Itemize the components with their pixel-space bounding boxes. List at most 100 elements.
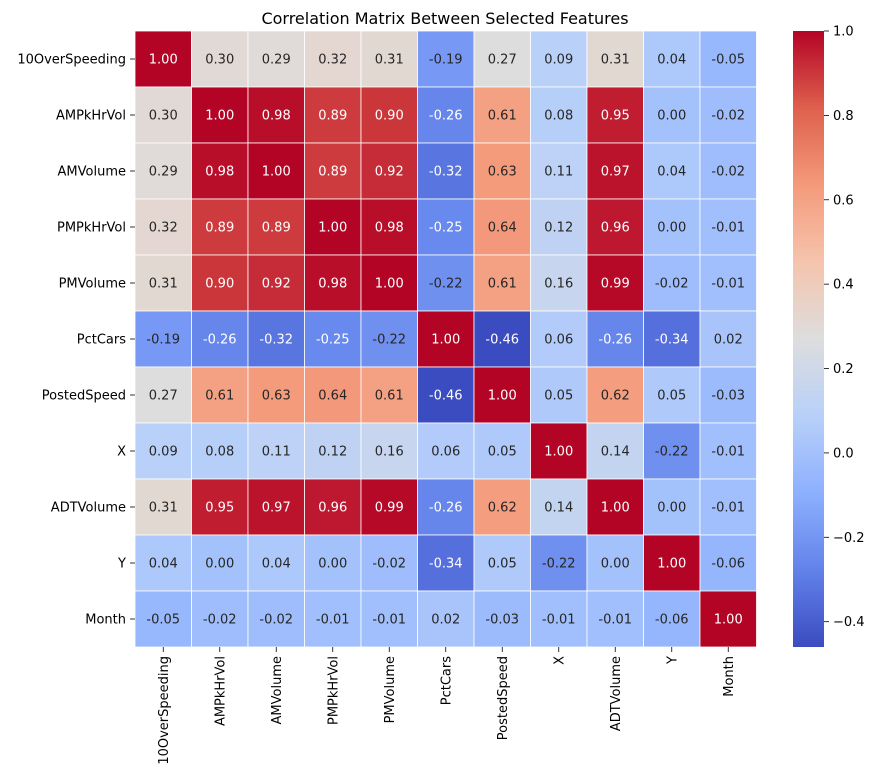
cell-value-label: -0.05 [711, 53, 745, 68]
cell-Month-ADTVolume [586, 590, 644, 648]
cell-ADTVolume-PctCars [417, 478, 475, 536]
cell-PctCars-10OverSpeeding [134, 310, 192, 368]
cell-value-label: 1.00 [205, 109, 234, 124]
cell-value-label: 1.00 [375, 277, 404, 292]
cell-Y-PctCars [417, 534, 475, 592]
cell-value-label: 0.63 [262, 389, 291, 404]
cell-value-label: 0.95 [205, 501, 234, 516]
cell-value-label: -0.02 [711, 165, 745, 180]
cell-X-X [530, 422, 588, 480]
colorbar-tick-label: 0.6 [833, 193, 854, 208]
cell-Month-PMVolume [360, 590, 418, 648]
cell-value-label: 0.04 [149, 557, 178, 572]
cell-X-Month [699, 422, 757, 480]
cell-value-label: 0.09 [149, 445, 178, 460]
cell-PostedSpeed-ADTVolume [586, 366, 644, 424]
cell-PostedSpeed-PostedSpeed [473, 366, 531, 424]
y-tick-labels: 10OverSpeeding AMPkHrVol AMVolume PMPkHrVol… [17, 53, 135, 628]
colorbar-ticks: −0.4 −0.2 0.0 0.2 0.4 0.6 0.8 1.0 [824, 25, 865, 630]
cell-AMVolume-PostedSpeed [473, 142, 531, 200]
cell-value-label: 0.95 [601, 109, 630, 124]
cell-AMVolume-PctCars [417, 142, 475, 200]
cell-value-label: 0.00 [657, 221, 686, 236]
colorbar-gradient [793, 31, 824, 647]
cell-PostedSpeed-AMVolume [247, 366, 305, 424]
heatmap-cells: 1.00 0.30 0.29 0.32 0.31 -0.19 0.27 0.09 0.31 0.0… [134, 30, 757, 648]
cell-value-label: 0.00 [205, 557, 234, 572]
cell-PMPkHrVol-PostedSpeed [473, 198, 531, 256]
cell-value-label: 0.08 [544, 109, 573, 124]
cell-value-label: -0.34 [655, 333, 689, 348]
cell-value-label: -0.06 [655, 613, 689, 628]
x-tick-label: AMVolume [270, 656, 285, 724]
cell-value-label: 0.64 [488, 221, 517, 236]
cell-value-label: 0.99 [601, 277, 630, 292]
cell-X-10OverSpeeding [134, 422, 192, 480]
cell-value-label: 0.90 [375, 109, 404, 124]
cell-value-label: 0.32 [318, 53, 347, 68]
cell-value-label: 0.99 [375, 501, 404, 516]
cell-value-label: 0.14 [544, 501, 573, 516]
cell-value-label: 0.62 [488, 501, 517, 516]
cell-X-PostedSpeed [473, 422, 531, 480]
cell-value-label: -0.32 [429, 165, 463, 180]
cell-ADTVolume-PostedSpeed [473, 478, 531, 536]
cell-value-label: -0.26 [429, 109, 463, 124]
cell-value-label: 0.98 [205, 165, 234, 180]
cell-Month-AMVolume [247, 590, 305, 648]
cell-Y-PMVolume [360, 534, 418, 592]
cell-AMVolume-Month [699, 142, 757, 200]
cell-value-label: 0.98 [318, 277, 347, 292]
y-tick-label: X [117, 445, 126, 460]
cell-ADTVolume-ADTVolume [586, 478, 644, 536]
cell-AMPkHrVol-ADTVolume [586, 86, 644, 144]
cell-value-label: -0.32 [259, 333, 293, 348]
cell-value-label: -0.05 [146, 613, 180, 628]
cell-PMVolume-PMPkHrVol [304, 254, 362, 312]
x-tick-label: PctCars [439, 656, 454, 705]
cell-value-label: 1.00 [149, 53, 178, 68]
y-tick-label: PMPkHrVol [57, 221, 126, 236]
cell-X-PMVolume [360, 422, 418, 480]
cell-PMVolume-Y [643, 254, 701, 312]
y-tick-label: Month [85, 613, 126, 628]
cell-Month-X [530, 590, 588, 648]
cell-ADTVolume-PMPkHrVol [304, 478, 362, 536]
cell-AMPkHrVol-X [530, 86, 588, 144]
x-tick-label: X [552, 656, 567, 665]
cell-value-label: -0.01 [711, 221, 745, 236]
cell-PostedSpeed-10OverSpeeding [134, 366, 192, 424]
cell-10OverSpeeding-10OverSpeeding [134, 30, 192, 88]
cell-value-label: 0.08 [205, 445, 234, 460]
x-tick-label: 10OverSpeeding [157, 656, 172, 765]
cell-value-label: 0.62 [601, 389, 630, 404]
cell-value-label: 0.02 [431, 613, 460, 628]
cell-PMPkHrVol-ADTVolume [586, 198, 644, 256]
cell-PostedSpeed-AMPkHrVol [191, 366, 249, 424]
x-tick-label: PMVolume [383, 656, 398, 723]
cell-PMVolume-Month [699, 254, 757, 312]
cell-value-label: -0.26 [429, 501, 463, 516]
cell-AMPkHrVol-Month [699, 86, 757, 144]
colorbar-tick-label: 1.0 [833, 25, 854, 40]
cell-value-label: 1.00 [544, 445, 573, 460]
y-tick-label: 10OverSpeeding [17, 53, 126, 68]
cell-value-label: 0.97 [262, 501, 291, 516]
cell-value-label: 0.00 [601, 557, 630, 572]
cell-value-label: 0.16 [544, 277, 573, 292]
cell-value-label: -0.34 [429, 557, 463, 572]
cell-AMPkHrVol-PMVolume [360, 86, 418, 144]
cell-10OverSpeeding-X [530, 30, 588, 88]
cell-value-label: -0.22 [542, 557, 576, 572]
y-tick-label: AMVolume [58, 165, 126, 180]
cell-value-label: -0.03 [485, 613, 519, 628]
cell-value-label: 0.14 [601, 445, 630, 460]
cell-PMVolume-10OverSpeeding [134, 254, 192, 312]
cell-AMVolume-AMVolume [247, 142, 305, 200]
cell-PctCars-ADTVolume [586, 310, 644, 368]
cell-PMVolume-PMVolume [360, 254, 418, 312]
cell-value-label: 0.89 [262, 221, 291, 236]
cell-value-label: 0.89 [205, 221, 234, 236]
cell-value-label: 0.05 [544, 389, 573, 404]
cell-value-label: 0.31 [601, 53, 630, 68]
